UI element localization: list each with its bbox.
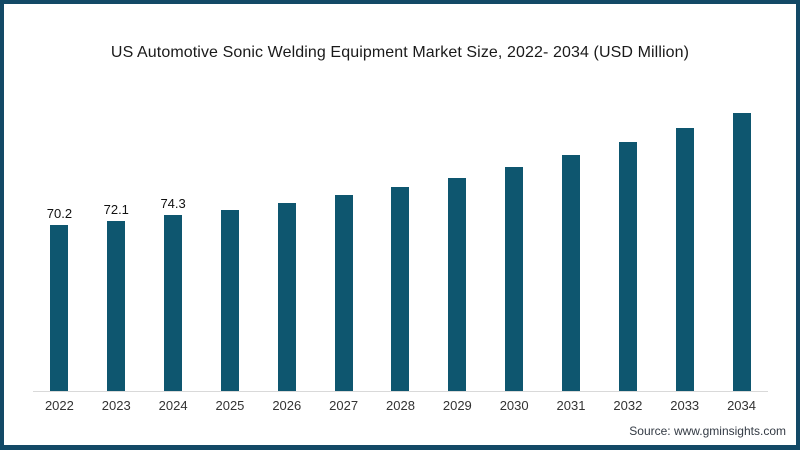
bar-group-2022: 70.2 [31, 98, 88, 391]
bar-2022 [50, 225, 69, 391]
plot-area: 70.2 72.1 74.3 [31, 98, 770, 391]
x-axis-labels: 2022 2023 2024 2025 2026 2027 2028 2029 2030 2031… [31, 398, 770, 413]
bar-2033 [675, 128, 694, 391]
x-tick-label: 2022 [44, 398, 74, 413]
bar-2029 [448, 178, 467, 391]
bar-group-2026 [258, 98, 315, 391]
bar-group-2024: 74.3 [145, 98, 202, 391]
x-tick-label: 2025 [215, 398, 245, 413]
x-tick-label: 2032 [613, 398, 643, 413]
x-tick-label: 2031 [556, 398, 586, 413]
bar-group-2027 [315, 98, 372, 391]
bar-group-2029 [429, 98, 486, 391]
bar-group-2025 [202, 98, 259, 391]
bar-2025 [220, 210, 239, 391]
bar-value-label: 72.1 [103, 202, 129, 217]
bar-value-label: 74.3 [160, 196, 186, 211]
bar-2030 [505, 167, 524, 391]
bar-group-2031 [543, 98, 600, 391]
bar-group-2028 [372, 98, 429, 391]
bar-2032 [618, 142, 637, 391]
bar-2026 [277, 203, 296, 391]
chart-title: US Automotive Sonic Welding Equipment Ma… [110, 44, 690, 61]
bar-2028 [391, 187, 410, 391]
x-tick-label: 2033 [670, 398, 700, 413]
bar-2034 [732, 113, 751, 391]
bar-2024 [164, 215, 183, 391]
x-tick-label: 2023 [101, 398, 131, 413]
source-attribution: Source: www.gminsights.com [629, 424, 786, 438]
bar-2027 [334, 195, 353, 391]
x-tick-label: 2027 [329, 398, 359, 413]
x-tick-label: 2030 [499, 398, 529, 413]
x-tick-label: 2034 [727, 398, 756, 413]
x-tick-label: 2024 [158, 398, 188, 413]
x-tick-label: 2029 [442, 398, 472, 413]
x-tick-label: 2026 [272, 398, 302, 413]
bar-group-2032 [599, 98, 656, 391]
x-tick-label: 2028 [386, 398, 415, 413]
bar-group-2023: 72.1 [88, 98, 145, 391]
bar-2023 [107, 221, 126, 391]
bar-group-2030 [486, 98, 543, 391]
x-axis-line [33, 391, 768, 392]
bar-value-label: 70.2 [46, 206, 73, 221]
bar-2031 [562, 155, 581, 391]
bar-group-2033 [656, 98, 713, 391]
bar-group-2034 [713, 98, 770, 391]
